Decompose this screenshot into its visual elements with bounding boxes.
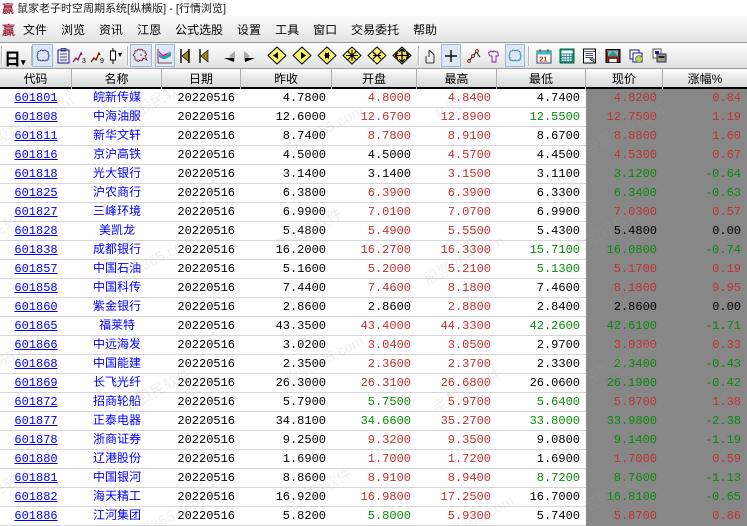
svg-text:21: 21 (539, 54, 547, 63)
svg-text:3: 3 (82, 58, 86, 64)
svg-text:9: 9 (100, 58, 104, 64)
